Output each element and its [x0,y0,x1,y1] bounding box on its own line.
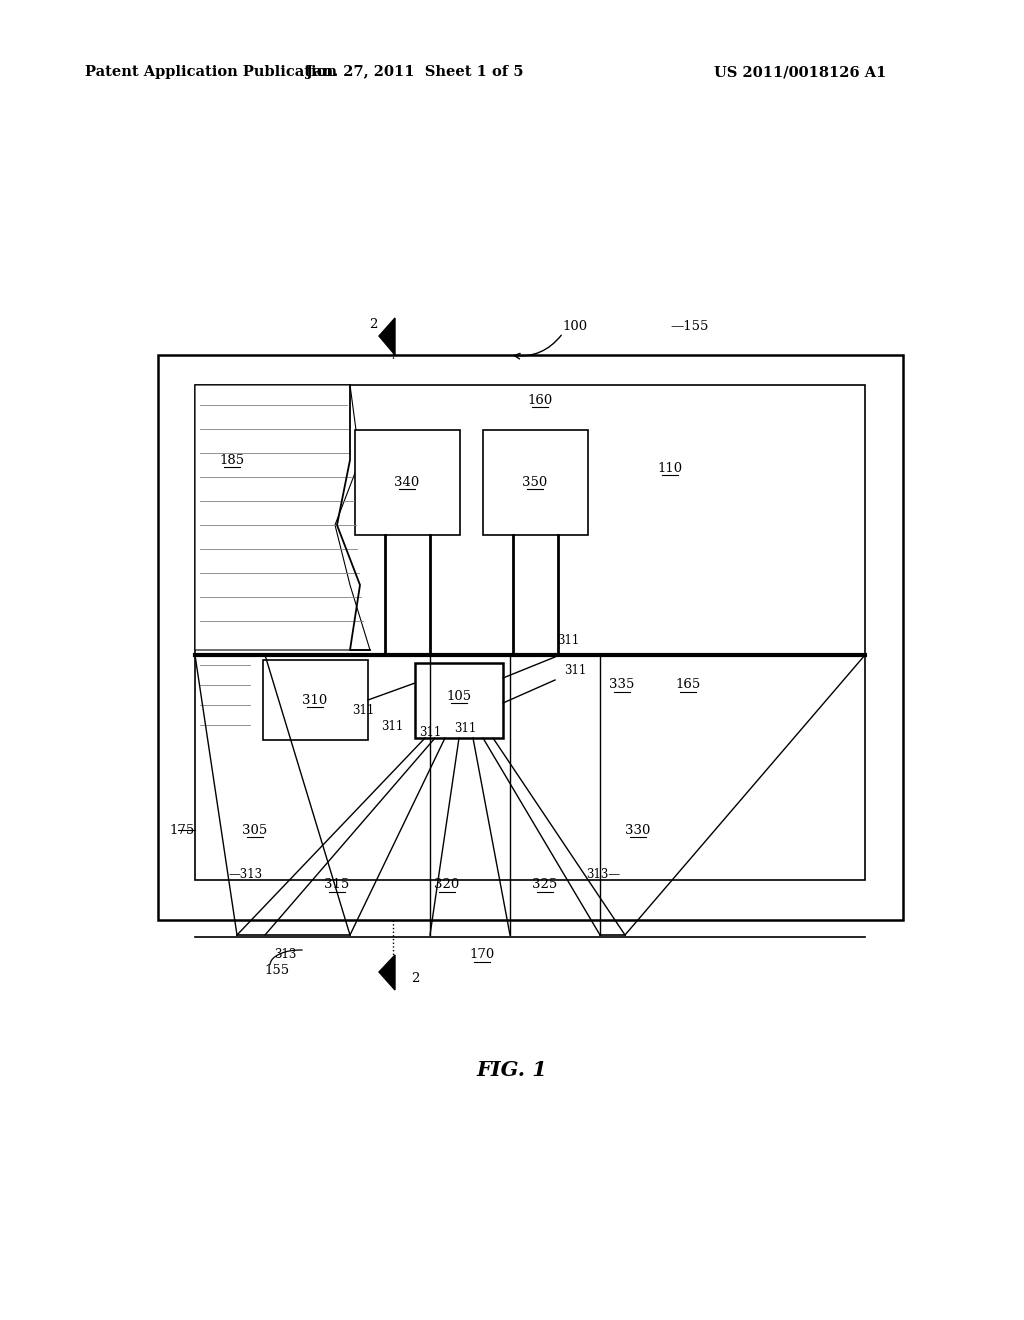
Bar [195,385,865,880]
Text: 305: 305 [243,824,267,837]
Text: 155: 155 [264,964,290,977]
Text: 311: 311 [419,726,441,739]
Text: 165: 165 [676,678,700,692]
Text: 170: 170 [469,949,495,961]
Text: Jan. 27, 2011  Sheet 1 of 5: Jan. 27, 2011 Sheet 1 of 5 [306,65,523,79]
Text: Patent Application Publication: Patent Application Publication [85,65,337,79]
Bar [483,430,588,535]
Text: 311: 311 [454,722,476,735]
Text: 100: 100 [562,321,588,334]
Text: 311: 311 [381,721,403,734]
Text: 313: 313 [273,949,296,961]
Text: 105: 105 [446,689,472,702]
Text: —313: —313 [228,869,262,882]
Polygon shape [379,318,395,355]
Bar [415,663,503,738]
Bar [158,355,903,920]
Text: 325: 325 [532,879,558,891]
Text: 350: 350 [522,475,548,488]
Text: 340: 340 [394,475,420,488]
Polygon shape [195,385,370,649]
Text: 320: 320 [434,879,460,891]
Text: 310: 310 [302,693,328,706]
Text: —155: —155 [670,321,709,334]
Text: 110: 110 [657,462,683,474]
Text: US 2011/0018126 A1: US 2011/0018126 A1 [714,65,886,79]
Polygon shape [379,954,395,990]
Text: 175: 175 [169,824,195,837]
Text: 330: 330 [626,824,650,837]
Text: 311: 311 [557,634,580,647]
Bar [355,430,460,535]
Text: 311: 311 [564,664,586,676]
Bar [263,660,368,741]
Text: FIG. 1: FIG. 1 [476,1060,548,1080]
Text: 315: 315 [325,879,349,891]
Text: 335: 335 [609,678,635,692]
Text: 160: 160 [527,393,553,407]
Text: 313—: 313— [586,869,620,882]
Text: 2: 2 [411,972,419,985]
Text: 311: 311 [352,704,374,717]
Text: 185: 185 [219,454,245,466]
Text: 2: 2 [369,318,377,331]
